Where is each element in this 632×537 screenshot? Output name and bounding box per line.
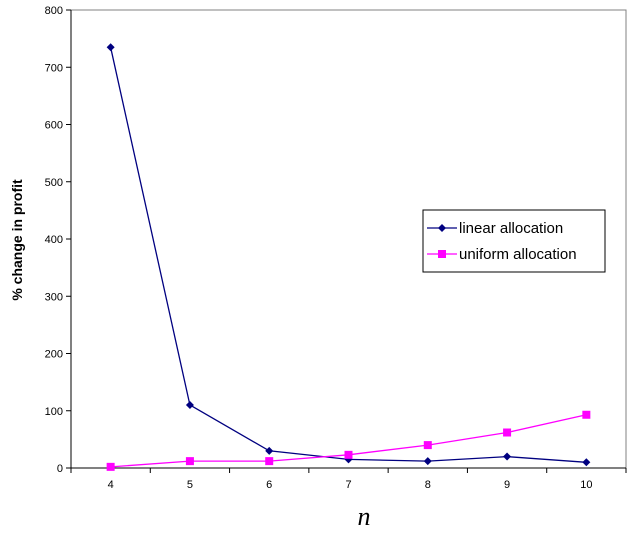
series-uniform-allocation xyxy=(106,410,591,471)
data-point xyxy=(265,446,274,455)
data-point xyxy=(185,401,194,410)
x-tick-label: 9 xyxy=(504,479,510,491)
y-tick-label: 600 xyxy=(45,120,63,132)
data-point xyxy=(265,457,274,466)
y-tick-label: 200 xyxy=(45,349,63,361)
x-tick-label: 6 xyxy=(266,479,272,491)
y-tick-label: 400 xyxy=(45,234,63,246)
data-point xyxy=(503,428,512,437)
y-axis: 0 100 200 300 400 500 600 700 800 xyxy=(45,5,72,475)
y-tick-label: 0 xyxy=(57,463,63,475)
y-tick-label: 300 xyxy=(45,291,63,303)
data-point xyxy=(582,458,591,467)
legend-item: uniform allocation xyxy=(427,246,577,263)
y-tick-label: 100 xyxy=(45,406,63,418)
x-tick-label: 8 xyxy=(425,479,431,491)
x-tick-label: 5 xyxy=(187,479,193,491)
legend-box xyxy=(422,209,606,273)
x-axis: 4 5 6 7 8 9 10 xyxy=(70,467,627,491)
y-tick-label: 700 xyxy=(45,62,63,74)
data-point xyxy=(185,457,194,466)
data-point xyxy=(582,410,591,419)
y-tick-label: 500 xyxy=(45,177,63,189)
legend-label: uniform allocation xyxy=(459,246,577,263)
legend-marker xyxy=(438,224,446,232)
data-point xyxy=(106,462,115,471)
data-point xyxy=(106,43,115,52)
legend-item: linear allocation xyxy=(427,220,563,237)
data-point xyxy=(503,452,512,461)
series-layer xyxy=(106,43,591,471)
x-tick-label: 4 xyxy=(108,479,114,491)
x-tick-label: 7 xyxy=(345,479,351,491)
legend-label: linear allocation xyxy=(459,220,563,237)
legend-marker xyxy=(438,250,446,258)
data-point xyxy=(344,450,353,459)
x-tick-label: 10 xyxy=(580,479,592,491)
y-axis-label: % change in profit xyxy=(9,179,25,301)
y-tick-label: 800 xyxy=(45,5,63,17)
x-axis-label: n xyxy=(358,502,371,531)
data-point xyxy=(423,441,432,450)
data-point xyxy=(423,457,432,466)
legend: linear allocation uniform allocation xyxy=(422,209,606,273)
